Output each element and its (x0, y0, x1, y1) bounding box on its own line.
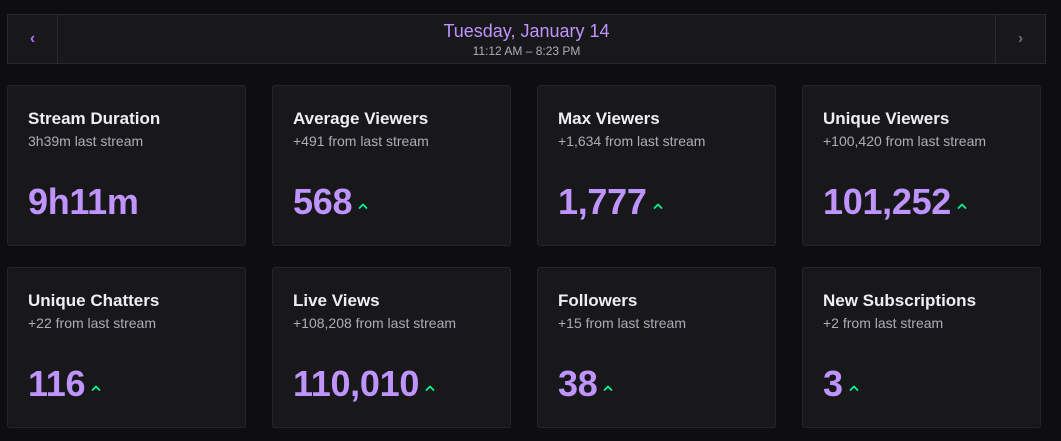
stat-comparison: +15 from last stream (558, 315, 686, 331)
chevron-left-icon: ‹ (29, 30, 36, 47)
stream-date-display: Tuesday, January 14 11:12 AM – 8:23 PM (58, 15, 995, 63)
increase-arrow-icon (358, 203, 368, 209)
increase-arrow-icon (425, 385, 435, 391)
stat-title: Average Viewers (293, 109, 429, 128)
increase-arrow-icon (957, 203, 967, 209)
stat-comparison: +2 from last stream (823, 315, 944, 331)
stat-title: Unique Viewers (823, 109, 950, 128)
stat-value: 1,777 (558, 181, 647, 222)
stat-title: Unique Chatters (28, 291, 160, 310)
stat-value: 3 (823, 363, 843, 404)
next-stream-button[interactable]: › (995, 15, 1045, 63)
increase-arrow-icon (849, 385, 859, 391)
stat-value: 38 (558, 363, 598, 404)
previous-stream-button[interactable]: ‹ (8, 15, 58, 63)
stat-card-live-views: Live Views +108,208 from last stream 110… (272, 267, 511, 428)
stat-card-stream-duration: Stream Duration 3h39m last stream 9h11m (7, 85, 246, 246)
increase-arrow-icon (604, 385, 613, 391)
stream-date: Tuesday, January 14 (443, 20, 610, 41)
chevron-right-icon: › (1017, 30, 1024, 47)
date-navigator: ‹ Tuesday, January 14 11:12 AM – 8:23 PM… (7, 14, 1046, 64)
stat-title: Stream Duration (28, 109, 161, 128)
stat-value: 110,010 (293, 363, 420, 404)
stat-card-followers: Followers +15 from last stream 38 (537, 267, 776, 428)
stat-title: New Subscriptions (823, 291, 977, 310)
stat-comparison: +1,634 from last stream (558, 133, 706, 149)
stat-value: 9h11m (28, 181, 139, 222)
stat-value: 101,252 (823, 181, 952, 222)
stat-comparison: +100,420 from last stream (823, 133, 987, 149)
stat-title: Live Views (293, 291, 380, 310)
stats-grid: Stream Duration 3h39m last stream 9h11m … (7, 85, 1047, 428)
stat-card-new-subscriptions: New Subscriptions +2 from last stream 3 (802, 267, 1041, 428)
stat-comparison: +22 from last stream (28, 315, 156, 331)
stat-card-max-viewers: Max Viewers +1,634 from last stream 1,77… (537, 85, 776, 246)
stat-comparison: 3h39m last stream (28, 133, 144, 149)
stat-card-average-viewers: Average Viewers +491 from last stream 56… (272, 85, 511, 246)
stat-comparison: +108,208 from last stream (293, 315, 457, 331)
stat-value: 568 (293, 181, 353, 222)
increase-arrow-icon (91, 385, 101, 391)
stat-card-unique-chatters: Unique Chatters +22 from last stream 116 (7, 267, 246, 428)
stat-card-unique-viewers: Unique Viewers +100,420 from last stream… (802, 85, 1041, 246)
stat-value: 116 (28, 363, 86, 404)
increase-arrow-icon (653, 203, 662, 209)
stat-comparison: +491 from last stream (293, 133, 429, 149)
stat-title: Followers (558, 291, 638, 310)
stat-title: Max Viewers (558, 109, 660, 128)
stream-time-range: 11:12 AM – 8:23 PM (472, 43, 581, 58)
